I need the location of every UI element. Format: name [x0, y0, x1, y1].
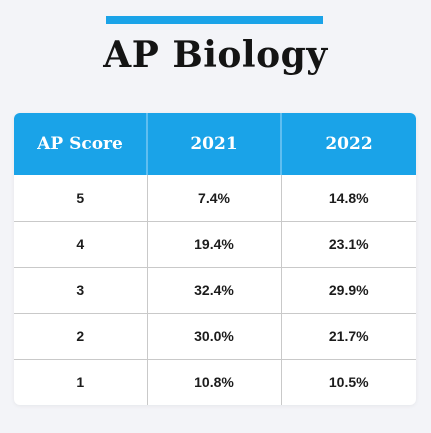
- score-distribution-table: AP Score 2021 2022 5 7.4% 14.8% 4 19.4% …: [14, 113, 416, 405]
- value-cell-2021: 7.4%: [146, 175, 281, 221]
- table-row: 3 32.4% 29.9%: [14, 266, 416, 313]
- value-cell-2021: 32.4%: [146, 266, 281, 313]
- table-row: 4 19.4% 23.1%: [14, 220, 416, 267]
- header-cell-2022: 2022: [280, 113, 416, 175]
- value-cell-2022: 21.7%: [280, 312, 416, 359]
- value-cell-2022: 10.5%: [280, 358, 416, 405]
- header-cell-ap-score: AP Score: [14, 113, 147, 175]
- value-cell-2022: 29.9%: [280, 266, 416, 313]
- score-table-card: AP Score 2021 2022 5 7.4% 14.8% 4 19.4% …: [14, 113, 416, 405]
- header-cell-2021: 2021: [146, 113, 281, 175]
- page-title: AP Biology: [103, 34, 328, 76]
- value-cell-2021: 19.4%: [146, 220, 281, 267]
- title-accent-bar: [106, 16, 323, 24]
- value-cell-2022: 14.8%: [280, 175, 416, 221]
- score-cell: 2: [14, 312, 147, 359]
- table-header: AP Score 2021 2022: [14, 113, 416, 175]
- score-cell: 3: [14, 266, 147, 313]
- score-cell: 4: [14, 220, 147, 267]
- value-cell-2022: 23.1%: [280, 220, 416, 267]
- header-row: AP Score 2021 2022: [14, 113, 416, 175]
- value-cell-2021: 10.8%: [146, 358, 281, 405]
- table-row: 1 10.8% 10.5%: [14, 358, 416, 405]
- value-cell-2021: 30.0%: [146, 312, 281, 359]
- score-cell: 1: [14, 358, 147, 405]
- table-body: 5 7.4% 14.8% 4 19.4% 23.1% 3 32.4% 29.9%…: [14, 175, 416, 405]
- table-row: 2 30.0% 21.7%: [14, 312, 416, 359]
- table-row: 5 7.4% 14.8%: [14, 175, 416, 221]
- score-cell: 5: [76, 189, 85, 206]
